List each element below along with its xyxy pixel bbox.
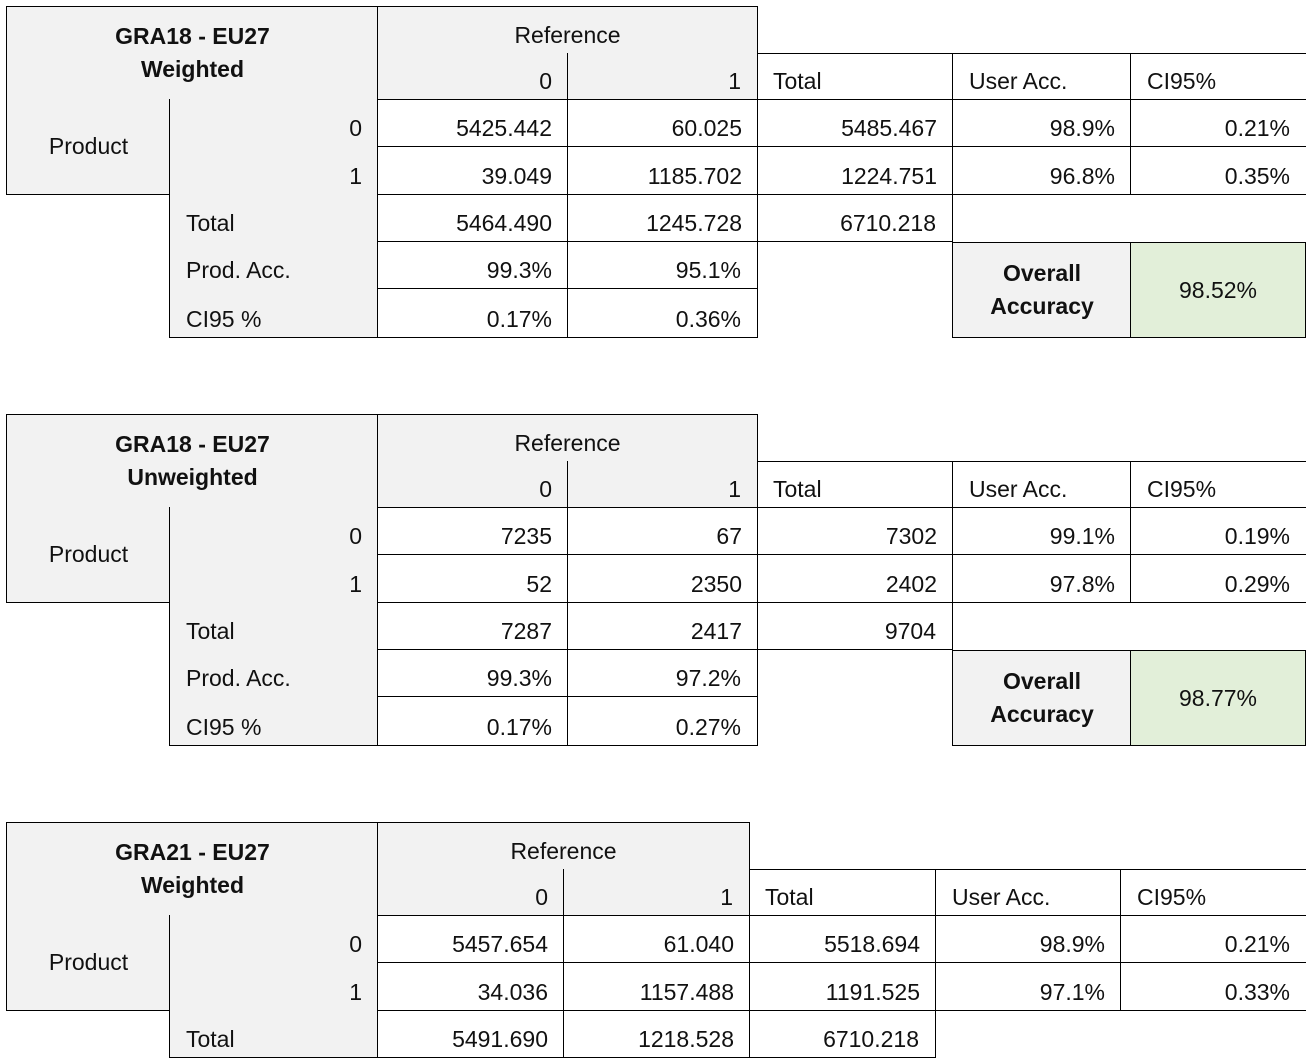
- cell-row1-total: 2402: [757, 554, 953, 603]
- cell-row1-col0: 39.049: [377, 146, 568, 195]
- matrix-title-line2: Weighted: [140, 56, 245, 82]
- column-header-0: 0: [377, 869, 564, 916]
- cell-row0-user-acc: 98.9%: [952, 99, 1131, 147]
- cell-row0-col0: 7235: [377, 507, 568, 555]
- cell-row1-col1: 2350: [567, 554, 758, 603]
- cell-row0-col1: 61.040: [563, 915, 750, 963]
- cell-row0-ci95: 0.21%: [1120, 915, 1306, 963]
- row-label-1: 1: [169, 146, 378, 195]
- cell-row1-ci95: 0.35%: [1130, 146, 1306, 195]
- column-header-0: 0: [377, 461, 568, 508]
- column-header-1: 1: [563, 869, 750, 916]
- column-header-total: Total: [749, 869, 936, 916]
- reference-header: Reference: [377, 822, 750, 870]
- overall-accuracy-value: 98.52%: [1130, 242, 1306, 338]
- ci95-row-label: CI95 %: [169, 288, 378, 338]
- cell-row1-ci95: 0.33%: [1120, 962, 1306, 1011]
- total-total: 9704: [757, 602, 953, 650]
- matrix-title-line2: Weighted: [140, 872, 245, 898]
- column-header-user-acc: User Acc.: [952, 53, 1131, 100]
- column-header-1: 1: [567, 53, 758, 100]
- column-header-ci95: CI95%: [1120, 869, 1306, 916]
- column-header-total: Total: [757, 461, 953, 508]
- column-header-total: Total: [757, 53, 953, 100]
- total-col0: 5491.690: [377, 1010, 564, 1058]
- cell-row0-ci95: 0.19%: [1130, 507, 1306, 555]
- total-total: 6710.218: [757, 194, 953, 242]
- ci95-col1: 0.36%: [567, 288, 758, 338]
- total-row-label: Total: [169, 194, 378, 242]
- column-header-0: 0: [377, 53, 568, 100]
- total-row-label: Total: [169, 1010, 378, 1058]
- cell-row1-col1: 1185.702: [567, 146, 758, 195]
- cell-row0-total: 7302: [757, 507, 953, 555]
- overall-accuracy-line1: Overall: [1003, 259, 1081, 286]
- matrix-title: GRA18 - EU27 Weighted: [6, 6, 378, 100]
- cell-row0-ci95: 0.21%: [1130, 99, 1306, 147]
- prod-acc-label: Prod. Acc.: [169, 241, 378, 289]
- cell-row0-user-acc: 98.9%: [935, 915, 1121, 963]
- column-header-user-acc: User Acc.: [935, 869, 1121, 916]
- cell-row1-col0: 34.036: [377, 962, 564, 1011]
- column-header-1: 1: [567, 461, 758, 508]
- ci95-row-label: CI95 %: [169, 696, 378, 746]
- matrix-title-line1: GRA21 - EU27: [115, 838, 270, 865]
- overall-accuracy-label: Overall Accuracy: [952, 242, 1131, 338]
- overall-accuracy-line1: Overall: [1003, 667, 1081, 694]
- ci95-col1: 0.27%: [567, 696, 758, 746]
- prod-acc-col0: 99.3%: [377, 649, 568, 697]
- total-col0: 5464.490: [377, 194, 568, 242]
- cell-row0-total: 5485.467: [757, 99, 953, 147]
- total-col0: 7287: [377, 602, 568, 650]
- matrix-title-line2: Unweighted: [127, 464, 258, 490]
- matrix-title: GRA21 - EU27 Weighted: [6, 822, 378, 916]
- prod-acc-col1: 97.2%: [567, 649, 758, 697]
- total-col1: 1245.728: [567, 194, 758, 242]
- product-header: Product: [6, 99, 170, 195]
- row-label-1: 1: [169, 962, 378, 1011]
- total-col1: 1218.528: [563, 1010, 750, 1058]
- product-header: Product: [6, 915, 170, 1011]
- overall-accuracy-line2: Accuracy: [990, 701, 1094, 727]
- product-header: Product: [6, 507, 170, 603]
- cell-row1-user-acc: 96.8%: [952, 146, 1131, 195]
- row-label-1: 1: [169, 554, 378, 603]
- prod-acc-col0: 99.3%: [377, 241, 568, 289]
- cell-row1-user-acc: 97.1%: [935, 962, 1121, 1011]
- prod-acc-label: Prod. Acc.: [169, 649, 378, 697]
- overall-accuracy-value: 98.77%: [1130, 650, 1306, 746]
- row-label-0: 0: [169, 915, 378, 963]
- cell-row1-col1: 1157.488: [563, 962, 750, 1011]
- row-label-0: 0: [169, 507, 378, 555]
- total-row-label: Total: [169, 602, 378, 650]
- total-col1: 2417: [567, 602, 758, 650]
- cell-row1-ci95: 0.29%: [1130, 554, 1306, 603]
- cell-row0-user-acc: 99.1%: [952, 507, 1131, 555]
- cell-row1-user-acc: 97.8%: [952, 554, 1131, 603]
- total-total: 6710.218: [749, 1010, 936, 1058]
- cell-row0-col0: 5425.442: [377, 99, 568, 147]
- cell-row0-col1: 67: [567, 507, 758, 555]
- prod-acc-col1: 95.1%: [567, 241, 758, 289]
- overall-accuracy-label: Overall Accuracy: [952, 650, 1131, 746]
- column-header-user-acc: User Acc.: [952, 461, 1131, 508]
- overall-accuracy-line2: Accuracy: [990, 293, 1094, 319]
- ci95-col0: 0.17%: [377, 696, 568, 746]
- column-header-ci95: CI95%: [1130, 461, 1306, 508]
- cell-row0-total: 5518.694: [749, 915, 936, 963]
- cell-row0-col0: 5457.654: [377, 915, 564, 963]
- reference-header: Reference: [377, 6, 758, 54]
- matrix-title: GRA18 - EU27 Unweighted: [6, 414, 378, 508]
- cell-row0-col1: 60.025: [567, 99, 758, 147]
- cell-row1-total: 1191.525: [749, 962, 936, 1011]
- row-label-0: 0: [169, 99, 378, 147]
- matrix-title-line1: GRA18 - EU27: [115, 22, 270, 49]
- reference-header: Reference: [377, 414, 758, 462]
- cell-row1-total: 1224.751: [757, 146, 953, 195]
- matrix-title-line1: GRA18 - EU27: [115, 430, 270, 457]
- ci95-col0: 0.17%: [377, 288, 568, 338]
- cell-row1-col0: 52: [377, 554, 568, 603]
- column-header-ci95: CI95%: [1130, 53, 1306, 100]
